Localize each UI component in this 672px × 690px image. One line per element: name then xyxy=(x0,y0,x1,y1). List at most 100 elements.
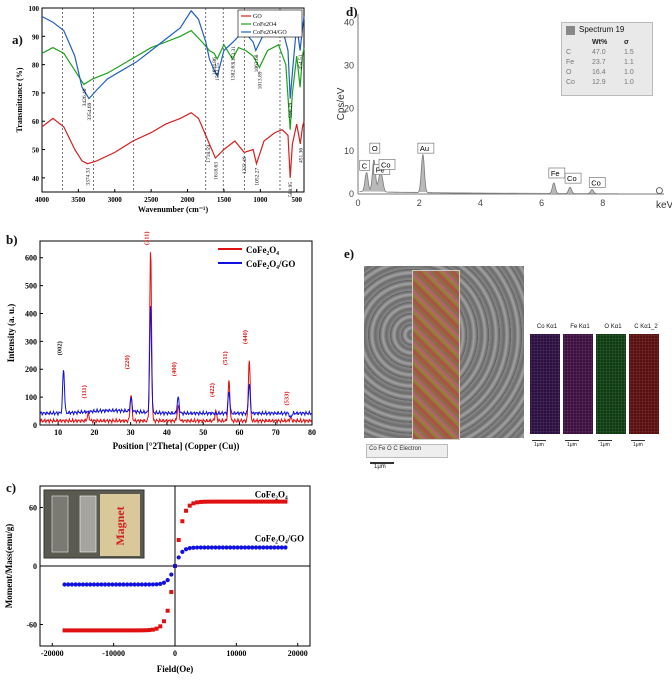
data-point-CoFe₂O₄/GO xyxy=(132,582,137,587)
panel-e-label: e) xyxy=(344,246,355,261)
plot-frame xyxy=(41,7,305,193)
peak-annotation: 3426.40 xyxy=(82,88,88,106)
data-point-CoFe₂O₄/GO xyxy=(224,545,229,550)
data-point-CoFe₂O₄ xyxy=(206,499,211,504)
y-tick-label: 300 xyxy=(25,337,37,346)
peak-label: Co xyxy=(591,178,601,187)
panel-d-label: d) xyxy=(346,4,358,19)
y-tick-label: 50 xyxy=(32,147,40,155)
series-line-CoFe2O4/GO xyxy=(41,9,305,100)
eds-table-cell: Fe xyxy=(566,59,575,66)
x-tick-label: 2000 xyxy=(181,196,196,204)
hkl-label: (422) xyxy=(209,383,216,397)
data-point-CoFe₂O₄ xyxy=(276,499,281,504)
eds-table-cell: 1.5 xyxy=(624,49,634,56)
x-tick-label: 20000 xyxy=(288,649,308,658)
x-tick-label: 60 xyxy=(235,428,243,437)
peak-annotation: 1382.63 xyxy=(230,63,236,81)
eds-table-cell: C xyxy=(566,49,572,56)
data-point-CoFe₂O₄/GO xyxy=(154,582,159,587)
y-tick-label: 30 xyxy=(344,60,354,70)
data-point-CoFe₂O₄ xyxy=(143,628,148,633)
series-label: CoFe₂O₄/GO xyxy=(255,534,304,544)
overlay-map xyxy=(412,270,460,440)
y-axis-label: Transmittance (%) xyxy=(15,67,24,132)
hkl-label: (511) xyxy=(222,351,229,365)
data-point-CoFe₂O₄/GO xyxy=(213,545,218,550)
data-point-CoFe₂O₄ xyxy=(209,499,214,504)
y-tick-label: 100 xyxy=(25,393,37,402)
data-point-CoFe₂O₄ xyxy=(165,608,170,613)
panel-a-label: a) xyxy=(12,32,23,47)
x-tick-label: 0 xyxy=(355,198,360,208)
data-point-CoFe₂O₄/GO xyxy=(77,582,82,587)
legend-label: CoFe2O4 xyxy=(253,22,276,28)
x-tick-label: 10000 xyxy=(226,649,246,658)
element-map-label: C Kα1_2 xyxy=(634,324,658,330)
sem-legend-bar: Co Fe O C Electron xyxy=(366,444,448,458)
data-point-CoFe₂O₄/GO xyxy=(176,555,181,560)
data-point-CoFe₂O₄/GO xyxy=(272,545,277,550)
x-tick-label: 1000 xyxy=(253,196,268,204)
panel-c-label: c) xyxy=(6,480,17,495)
y-axis-label: Cps/eV xyxy=(336,87,347,120)
peak-label-box xyxy=(564,172,582,184)
x-axis-label: Wavenumber (cm⁻¹) xyxy=(138,205,209,214)
panel-b-label: b) xyxy=(6,232,18,247)
eds-table: Spectrum 19 Wt% σ C 47.0 1.5 Fe 23.7 1.1 O 16.4 1.… xyxy=(561,22,653,96)
eds-table-cell: 1.0 xyxy=(624,69,634,76)
data-point-CoFe₂O₄ xyxy=(220,499,225,504)
x-tick-label: 2500 xyxy=(144,196,159,204)
data-point-CoFe₂O₄ xyxy=(235,499,240,504)
data-point-CoFe₂O₄/GO xyxy=(264,545,270,550)
peak-label: Au xyxy=(420,144,429,153)
sem-scalebar xyxy=(370,462,394,464)
data-point-CoFe₂O₄ xyxy=(257,499,262,504)
data-point-CoFe₂O₄ xyxy=(80,628,85,633)
vial-dispersed xyxy=(51,495,69,553)
data-point-CoFe₂O₄/GO xyxy=(257,545,262,550)
data-point-CoFe₂O₄ xyxy=(228,499,233,504)
data-point-CoFe₂O₄/GO xyxy=(161,580,167,585)
x-tick-label: 500 xyxy=(291,196,302,204)
data-point-CoFe₂O₄/GO xyxy=(88,582,93,587)
series-line-CoFe2O4 xyxy=(41,29,305,130)
data-point-CoFe₂O₄/GO xyxy=(279,545,284,550)
data-point-CoFe₂O₄ xyxy=(147,628,152,633)
data-point-CoFe₂O₄ xyxy=(202,499,207,504)
peak-annotation: 590.29 xyxy=(288,102,294,117)
element-map-label: O Kα1 xyxy=(604,324,622,330)
data-point-CoFe₂O₄/GO xyxy=(231,545,237,550)
data-point-CoFe₂O₄/GO xyxy=(250,545,255,550)
data-point-CoFe₂O₄ xyxy=(198,499,203,504)
x-tick-label: -20000 xyxy=(41,649,64,658)
data-point-CoFe₂O₄/GO xyxy=(69,582,75,587)
data-point-CoFe₂O₄/GO xyxy=(275,545,281,550)
y-tick-label: 90 xyxy=(32,33,40,41)
data-point-CoFe₂O₄ xyxy=(62,628,67,633)
series-line-CoFe₂O₄/GO xyxy=(39,306,312,419)
data-point-CoFe₂O₄ xyxy=(246,499,251,504)
peak-annotation: 454.51 xyxy=(298,54,304,69)
data-point-CoFe₂O₄/GO xyxy=(136,582,141,587)
eds-table-cell: Co xyxy=(566,79,575,86)
y-tick-label: 0 xyxy=(349,189,354,199)
hkl-label: (220) xyxy=(124,355,131,369)
vial-separated xyxy=(79,495,97,553)
data-point-CoFe₂O₄/GO xyxy=(261,545,266,550)
eds-table-row: C 47.0 1.5 xyxy=(566,49,650,59)
hkl-label: (111) xyxy=(81,385,88,398)
data-point-CoFe₂O₄ xyxy=(92,628,96,633)
element-map-label: Co Kα1 xyxy=(536,324,558,330)
legend-label: CoFe₂O₄ xyxy=(246,245,279,255)
sem-scale-label: 1μm xyxy=(374,464,386,470)
y-tick-label: 40 xyxy=(344,18,354,28)
x-tick-label: 4 xyxy=(478,198,483,208)
data-point-CoFe₂O₄ xyxy=(150,627,155,632)
y-tick-label: 40 xyxy=(32,175,40,183)
map-scale-label: 1μm xyxy=(534,442,544,448)
x-tick-label: 10 xyxy=(54,428,62,437)
hkl-label: (311) xyxy=(144,231,151,245)
data-point-CoFe₂O₄ xyxy=(184,508,189,513)
data-point-CoFe₂O₄/GO xyxy=(150,582,156,587)
